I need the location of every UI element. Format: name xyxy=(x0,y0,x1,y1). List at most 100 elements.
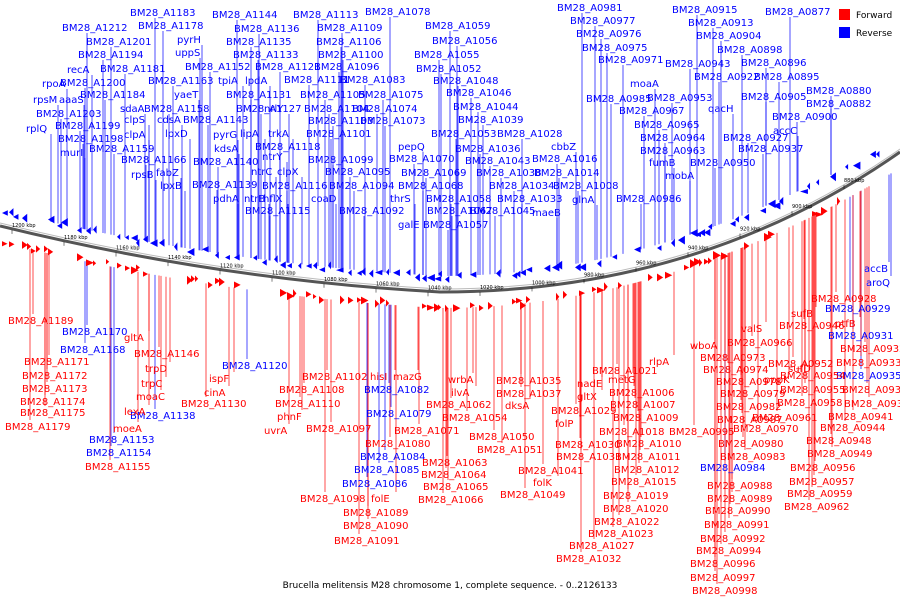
gene-label[interactable]: BM28_A1091 xyxy=(334,536,400,547)
gene-label[interactable]: BM28_A0922 xyxy=(694,72,760,83)
gene-label[interactable]: BM28_A1048 xyxy=(433,76,499,87)
gene-label[interactable]: BM28_A1094 xyxy=(329,181,395,192)
gene-label[interactable]: BM28_A0943 xyxy=(665,59,731,70)
gene-label[interactable]: BM28_A0970 xyxy=(733,424,799,435)
gene-label[interactable]: BM28_A1133 xyxy=(233,50,299,61)
gene-label[interactable]: BM28_A1139 xyxy=(192,180,258,191)
gene-label[interactable]: lexA xyxy=(124,407,146,418)
gene-label[interactable]: ntrC xyxy=(251,167,272,178)
gene-label[interactable]: BM28_A1086 xyxy=(342,479,408,490)
gene-label[interactable]: BM28_A0975 xyxy=(582,43,648,54)
gene-label[interactable]: BM28_A1154 xyxy=(86,448,152,459)
gene-label[interactable]: BM28_A1041 xyxy=(518,466,584,477)
gene-label[interactable]: BM28_A0880 xyxy=(806,86,872,97)
gene-label[interactable]: recA xyxy=(67,65,90,76)
gene-label[interactable]: BM28_A1103 xyxy=(308,116,374,127)
gene-label[interactable]: kdsA xyxy=(214,144,238,155)
gene-label[interactable]: moeA xyxy=(113,424,142,435)
gene-label[interactable]: BM28_A0998 xyxy=(692,586,758,597)
gene-label[interactable]: trpC xyxy=(141,379,162,390)
gene-label[interactable]: BM28_A1144 xyxy=(212,10,278,21)
gene-label[interactable]: uppS xyxy=(175,48,200,59)
gene-label[interactable]: BM28_A1173 xyxy=(22,384,88,395)
gene-label[interactable]: sufB xyxy=(791,309,813,320)
gene-label[interactable]: BM28_A1111 xyxy=(284,75,350,86)
gene-label[interactable]: BM28_A1031 xyxy=(556,452,622,463)
gene-label[interactable]: BM28_A0982 xyxy=(716,402,782,413)
gene-label[interactable]: BM28_A1049 xyxy=(500,490,566,501)
gene-label[interactable]: ntrB xyxy=(244,194,265,205)
gene-label[interactable]: BM28_A1113 xyxy=(293,10,359,21)
gene-label[interactable]: BM28_A1152 xyxy=(185,62,251,73)
gene-label[interactable]: BM28_A1146 xyxy=(134,349,200,360)
gene-label[interactable]: BM28_A1068 xyxy=(398,181,464,192)
gene-label[interactable]: BM28_A0978 xyxy=(716,377,782,388)
gene-label[interactable]: BM28_A0971 xyxy=(598,55,664,66)
gene-label[interactable]: BM28_A1044 xyxy=(453,102,519,113)
gene-label[interactable]: BM28_A1079 xyxy=(366,409,432,420)
gene-label[interactable]: BM28_A1056 xyxy=(432,36,498,47)
gene-label[interactable]: BM28_A1016 xyxy=(532,154,598,165)
gene-label[interactable]: metG xyxy=(608,375,636,386)
gene-label[interactable]: BM28_A1014 xyxy=(534,168,600,179)
gene-label[interactable]: pyrH xyxy=(177,35,201,46)
gene-label[interactable]: BM28_A0929 xyxy=(825,304,891,315)
gene-label[interactable]: BM28_A1127 xyxy=(236,104,302,115)
gene-label[interactable]: BM28_A1101 xyxy=(306,129,372,140)
gene-label[interactable]: BM28_A1023 xyxy=(588,529,654,540)
gene-label[interactable]: BM28_A1194 xyxy=(78,50,144,61)
gene-label[interactable]: BM28_A1096 xyxy=(314,62,380,73)
gene-label[interactable]: BM28_A0944 xyxy=(820,423,886,434)
gene-label[interactable]: BM28_A1083 xyxy=(340,75,406,86)
gene-label[interactable]: BM28_A1021 xyxy=(592,366,658,377)
gene-label[interactable]: BM28_A1108 xyxy=(279,385,345,396)
gene-label[interactable]: BM28_A1120 xyxy=(222,361,288,372)
gene-label[interactable]: sufD xyxy=(788,364,811,375)
gene-label[interactable]: gltX xyxy=(577,392,597,403)
gene-label[interactable]: BM28_A0953 xyxy=(647,93,713,104)
gene-label[interactable]: BM28_A0938 xyxy=(842,385,900,396)
gene-label[interactable]: rlpA xyxy=(649,357,669,368)
gene-label[interactable]: lpxD xyxy=(165,129,188,140)
gene-label[interactable]: BM28_A1008 xyxy=(553,181,619,192)
gene-label[interactable]: clpX xyxy=(277,167,299,178)
gene-label[interactable]: ispF xyxy=(209,374,229,385)
gene-label[interactable]: BM28_A1183 xyxy=(130,8,196,19)
gene-label[interactable]: BM28_A1097 xyxy=(306,424,372,435)
gene-label[interactable]: BM28_A1171 xyxy=(24,357,90,368)
gene-label[interactable]: ptfB xyxy=(835,319,856,330)
gene-label[interactable]: BM28_A1038 xyxy=(476,168,542,179)
gene-label[interactable]: BM28_A1106 xyxy=(316,37,382,48)
gene-label[interactable]: lpxB xyxy=(160,181,182,192)
gene-label[interactable]: trpD xyxy=(145,364,167,375)
gene-label[interactable]: BM28_A1155 xyxy=(85,462,151,473)
gene-label[interactable]: BM28_A1054 xyxy=(442,413,508,424)
gene-label[interactable]: BM28_A0900 xyxy=(772,112,838,123)
gene-label[interactable]: BM28_A0937 xyxy=(738,144,804,155)
gene-label[interactable]: galE xyxy=(398,220,420,231)
gene-label[interactable]: BM28_A1153 xyxy=(89,435,155,446)
gene-label[interactable]: BM28_A1099 xyxy=(308,155,374,166)
gene-label[interactable]: BM28_A0967 xyxy=(619,106,685,117)
gene-label[interactable]: BM28_A1039 xyxy=(458,115,524,126)
gene-label[interactable]: BM28_A1170 xyxy=(62,327,128,338)
gene-label[interactable]: BM28_A0935 xyxy=(836,371,900,382)
gene-label[interactable]: clpS xyxy=(124,115,145,126)
gene-label[interactable]: BM28_A0974 xyxy=(703,365,769,376)
gene-label[interactable]: moaC xyxy=(136,392,165,403)
gene-label[interactable]: BM28_A1163 xyxy=(148,76,214,87)
gene-label[interactable]: BM28_A1166 xyxy=(121,155,187,166)
gene-label[interactable]: BM28_A1109 xyxy=(317,23,383,34)
gene-label[interactable]: maeB xyxy=(532,208,561,219)
gene-label[interactable]: aroQ xyxy=(866,278,890,289)
gene-label[interactable]: BM28_A1184 xyxy=(80,90,146,101)
gene-label[interactable]: BM28_A1037 xyxy=(496,389,562,400)
gene-label[interactable]: gltA xyxy=(124,333,144,344)
gene-label[interactable]: BM28_A0981 xyxy=(557,3,623,14)
gene-label[interactable]: BM28_A1078 xyxy=(365,7,431,18)
gene-label[interactable]: BM28_A1010 xyxy=(616,439,682,450)
gene-label[interactable]: moaA xyxy=(630,79,659,90)
gene-label[interactable]: BM28_A1012 xyxy=(614,465,680,476)
gene-label[interactable]: BM28_A1212 xyxy=(62,23,128,34)
gene-label[interactable]: valS xyxy=(741,324,762,335)
